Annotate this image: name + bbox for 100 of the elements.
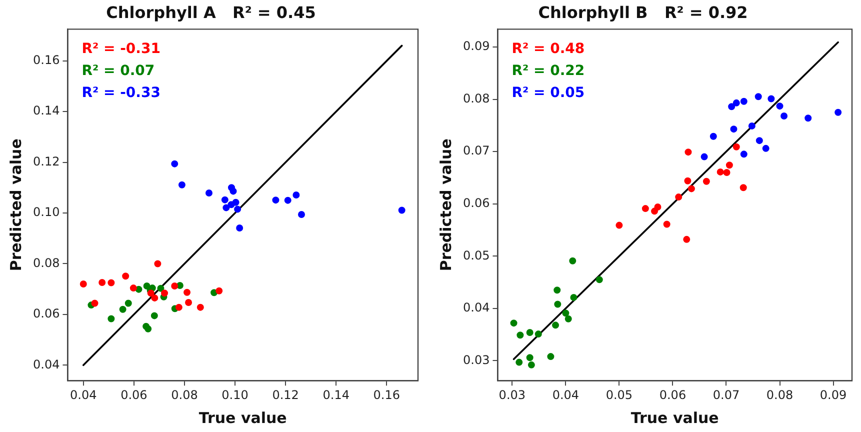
x-tick-label: 0.05 [606,388,633,402]
point [710,132,717,140]
y-tick-label: 0.16 [33,53,60,68]
point [284,196,292,204]
point [562,310,570,317]
y-tick-label: 0.12 [33,154,60,168]
x-tick-label: 0.12 [272,388,299,402]
point [723,168,730,176]
y-tick-label: 0.14 [33,104,60,118]
y-tick-label: 0.08 [463,91,490,106]
point [80,280,87,288]
annotation: R² = -0.33 [82,84,160,101]
point [776,102,784,110]
point [222,204,230,212]
point [516,358,523,366]
annotation: R² = 0.22 [512,62,585,79]
point [196,304,204,311]
annotation: R² = 0.07 [82,62,155,79]
point [516,332,524,339]
point [234,206,242,213]
point [232,198,240,206]
point [547,353,554,360]
point [754,93,762,100]
point [756,137,763,144]
y-tick-label: 0.03 [463,352,490,367]
point [740,184,747,192]
x-tick-label: 0.06 [659,388,686,402]
point [185,299,192,306]
point [768,95,775,102]
point [161,290,168,297]
point [526,328,534,336]
y-tick-label: 0.06 [33,306,60,321]
point [616,222,623,229]
point [510,320,518,327]
point [124,300,132,307]
chart-title: Chlorphyll B R² = 0.92 [538,2,748,22]
chart-title: Chlorphyll A R² = 0.45 [106,2,316,22]
point [130,284,137,292]
point [151,294,158,302]
point [663,220,670,228]
point [157,284,164,292]
y-tick-label: 0.08 [33,256,60,270]
point [740,150,748,158]
point [596,276,603,284]
point [740,98,748,105]
point [700,153,708,160]
point [732,99,740,106]
point [526,354,534,362]
y-tick-label: 0.07 [463,144,490,158]
point [119,306,126,313]
point [528,361,535,368]
point [143,282,150,290]
point [150,312,158,320]
y-tick-label: 0.04 [463,300,490,315]
annotation: R² = -0.31 [82,40,160,57]
annotation: R² = 0.48 [512,40,585,57]
x-tick-label: 0.08 [171,388,198,402]
point [230,188,237,195]
point [398,206,406,214]
point [688,185,695,192]
point [534,330,542,338]
annotation: R² = 0.05 [512,84,585,101]
point [122,272,130,280]
point [684,148,692,156]
x-tick-label: 0.08 [766,388,794,402]
point [564,315,572,322]
point [171,160,178,168]
x-tick-label: 0.09 [820,388,847,402]
point [216,287,223,294]
x-tick-label: 0.16 [373,388,400,402]
point [272,196,280,204]
point [569,257,576,264]
point [205,189,212,196]
point [144,325,152,332]
point [178,181,186,188]
point [298,211,305,218]
y-tick-label: 0.09 [463,39,490,54]
y-tick-label: 0.10 [33,205,60,220]
x-tick-label: 0.14 [322,388,350,402]
point [675,194,682,201]
point [780,112,788,120]
point [654,203,662,210]
point [730,126,738,133]
point [108,315,115,322]
point [554,286,561,294]
point [684,177,692,184]
x-tick-label: 0.06 [120,388,148,402]
point [236,224,244,232]
x-axis-title: True value [198,408,287,427]
y-axis-title: Predicted value [6,138,25,272]
point [184,288,191,296]
point [175,304,182,311]
point [642,205,649,212]
point [748,122,756,130]
y-tick-label: 0.05 [463,248,490,262]
x-tick-label: 0.10 [222,388,248,402]
x-tick-label: 0.04 [70,388,97,402]
point [683,236,690,243]
point [726,162,733,169]
point [147,290,154,297]
